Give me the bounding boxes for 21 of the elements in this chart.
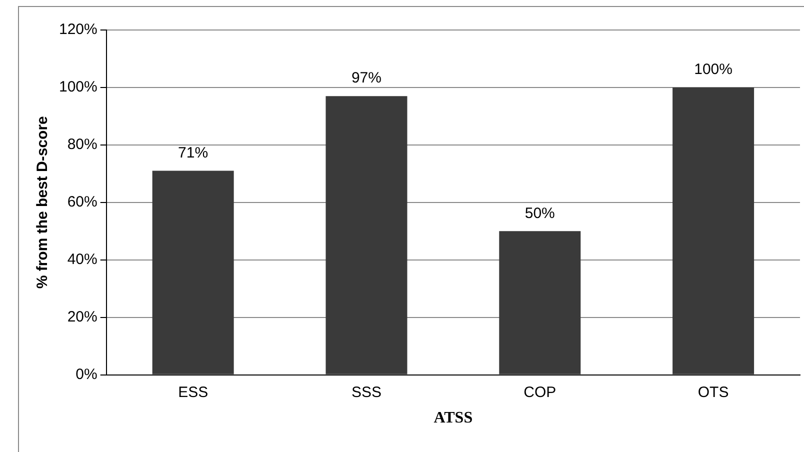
y-tick-label: 40%: [67, 251, 98, 268]
y-tick-label: 20%: [67, 308, 98, 326]
x-tick-label: SSS: [351, 384, 382, 401]
y-tick-label: 60%: [67, 194, 98, 211]
x-tick-label: ESS: [178, 384, 208, 401]
x-tick-label: COP: [524, 384, 556, 401]
x-tick-label: OTS: [698, 384, 729, 401]
y-tick-label: 80%: [67, 136, 98, 154]
bar: [499, 231, 581, 374]
y-tick-label: 120%: [58, 21, 98, 38]
data-label: 97%: [351, 70, 382, 87]
y-axis-title: % from the best D-score: [34, 116, 52, 289]
bar: [326, 96, 408, 374]
x-axis-title: ATSS: [434, 410, 473, 427]
data-label: 100%: [694, 61, 732, 78]
data-label: 71%: [178, 144, 208, 162]
y-tick-label: 0%: [76, 366, 98, 383]
bar: [152, 170, 234, 374]
y-tick-label: 100%: [58, 78, 98, 96]
bar: [672, 87, 754, 374]
data-label: 50%: [524, 204, 555, 222]
